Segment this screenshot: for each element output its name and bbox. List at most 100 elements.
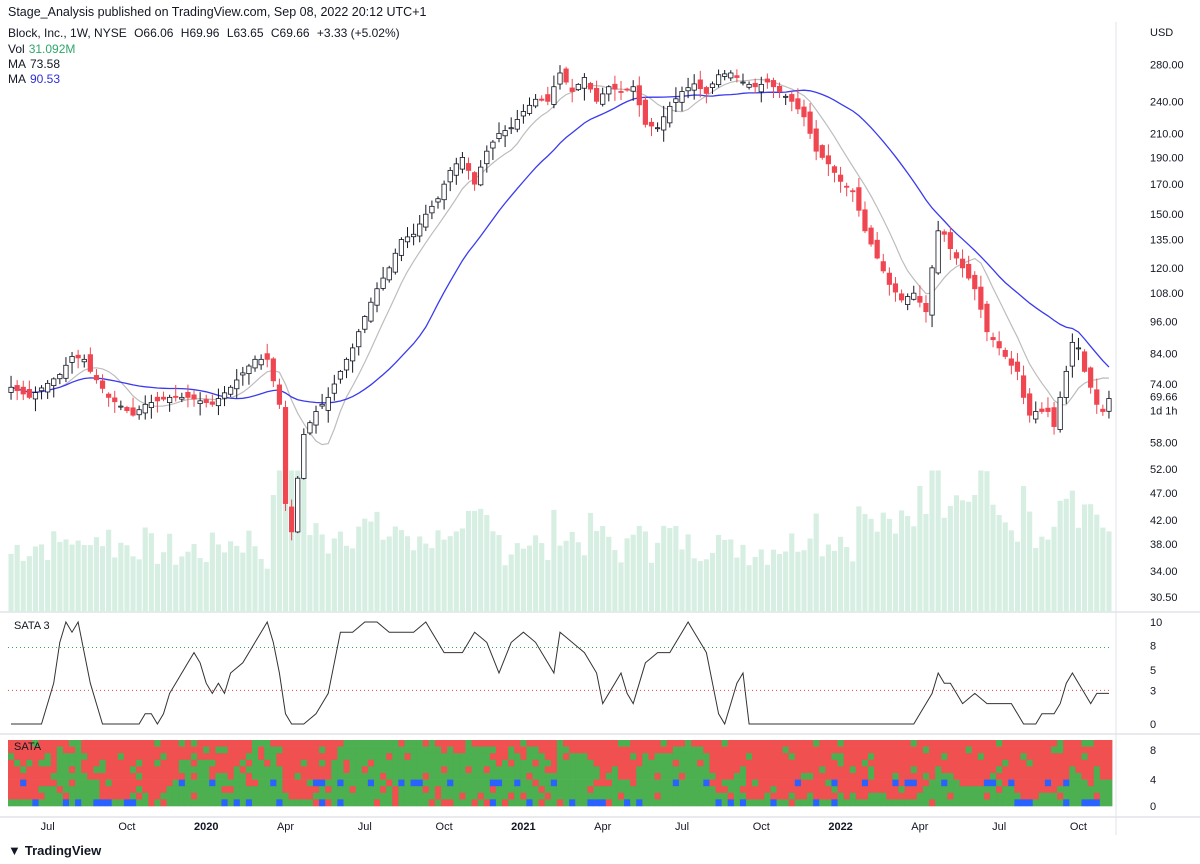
volume-bar xyxy=(93,537,100,612)
heatmap-cell xyxy=(166,779,174,787)
heatmap-cell xyxy=(1075,746,1082,754)
heatmap-cell xyxy=(142,759,149,767)
heatmap-cell xyxy=(916,766,924,774)
heatmap-cell xyxy=(453,799,460,807)
heatmap-cell xyxy=(1099,773,1107,780)
candle-body xyxy=(600,93,606,105)
heatmap-cell xyxy=(434,799,442,807)
heatmap-cell xyxy=(14,792,21,800)
heatmap-cell xyxy=(837,759,845,767)
heatmap-cell xyxy=(129,746,137,754)
heatmap-cell xyxy=(678,746,686,754)
heatmap-cell xyxy=(160,786,167,794)
heatmap-cell xyxy=(56,746,64,754)
heatmap-cell xyxy=(977,792,985,800)
candle-body xyxy=(191,394,197,400)
heatmap-cell xyxy=(288,746,296,754)
candle-body xyxy=(844,185,850,188)
volume-bar xyxy=(1069,490,1075,612)
heatmap-cell xyxy=(922,799,930,807)
heatmap-cell xyxy=(251,753,259,761)
heatmap-cell xyxy=(142,740,149,747)
candle-body xyxy=(118,405,124,408)
heatmap-cell xyxy=(502,766,509,774)
volume-bar xyxy=(667,528,673,612)
volume-bar xyxy=(740,544,746,612)
volume-bar xyxy=(343,545,350,612)
heatmap-cell xyxy=(471,766,479,774)
heatmap-cell xyxy=(965,766,973,774)
heatmap-cell xyxy=(190,786,198,794)
heatmap-cell xyxy=(1038,786,1046,794)
heatmap-cell xyxy=(825,759,832,767)
heatmap-cell xyxy=(227,759,235,767)
heatmap-cell xyxy=(282,759,289,767)
heatmap-cell xyxy=(581,773,588,780)
volume-bar xyxy=(234,545,240,612)
heatmap-cell xyxy=(404,753,411,761)
volume-bar xyxy=(905,515,911,612)
heatmap-cell xyxy=(87,766,94,774)
heatmap-cell xyxy=(1038,773,1046,780)
heatmap-cell xyxy=(319,792,326,800)
heatmap-cell xyxy=(111,753,119,761)
candle-body xyxy=(185,391,191,398)
volume-bar xyxy=(69,544,75,612)
heatmap-cell xyxy=(636,773,643,780)
heatmap-cell xyxy=(459,766,466,774)
heatmap-cell xyxy=(605,740,613,747)
volume-bar xyxy=(581,555,587,612)
volume-bar xyxy=(941,517,947,612)
heatmap-cell xyxy=(136,759,143,767)
candle-body xyxy=(51,378,57,387)
heatmap-cell xyxy=(203,799,210,807)
volume-bar xyxy=(282,470,289,612)
volume-bar xyxy=(362,518,368,612)
heatmap-cell xyxy=(392,753,399,761)
heatmap-cell xyxy=(660,740,668,747)
heatmap-cell xyxy=(355,753,363,761)
heatmap-cell xyxy=(1093,746,1101,754)
heatmap-cell xyxy=(575,786,582,794)
heatmap-tick-label: 4 xyxy=(1150,775,1156,787)
heatmap-cell xyxy=(990,786,997,794)
heatmap-cell xyxy=(764,773,771,780)
heatmap-cell xyxy=(636,759,643,767)
candle-body xyxy=(715,74,722,86)
heatmap-cell xyxy=(1038,779,1046,787)
heatmap-cell xyxy=(1069,766,1076,774)
heatmap-cell xyxy=(648,766,655,774)
heatmap-cell xyxy=(50,746,58,754)
heatmap-cell xyxy=(599,773,607,780)
heatmap-cell xyxy=(32,786,39,794)
heatmap-cell xyxy=(685,766,692,774)
heatmap-cell xyxy=(886,773,893,780)
heatmap-cell xyxy=(526,746,533,754)
heatmap-cell xyxy=(1032,746,1040,754)
heatmap-cell xyxy=(1008,740,1015,747)
heatmap-cell xyxy=(752,773,759,780)
heatmap-cell xyxy=(819,759,826,767)
heatmap-cell xyxy=(99,773,106,780)
price-tick-label: 42.00 xyxy=(1150,515,1178,527)
heatmap-cell xyxy=(715,773,723,780)
volume-bar xyxy=(154,563,160,612)
heatmap-cell xyxy=(1057,753,1064,761)
heatmap-cell xyxy=(630,766,637,774)
heatmap-cell xyxy=(886,779,893,787)
heatmap-cell xyxy=(75,773,82,780)
candle-body xyxy=(880,261,886,272)
close-value: C69.66 xyxy=(270,26,310,40)
heatmap-cell xyxy=(434,786,442,794)
heatmap-cell xyxy=(294,799,302,807)
heatmap-cell xyxy=(1051,759,1058,767)
heatmap-cell xyxy=(459,746,466,754)
heatmap-cell xyxy=(849,786,857,794)
heatmap-cell xyxy=(294,766,302,774)
heatmap-cell xyxy=(727,759,735,767)
heatmap-cell xyxy=(642,759,649,767)
heatmap-cell xyxy=(1032,773,1040,780)
heatmap-cell xyxy=(721,792,729,800)
heatmap-cell xyxy=(953,740,960,747)
